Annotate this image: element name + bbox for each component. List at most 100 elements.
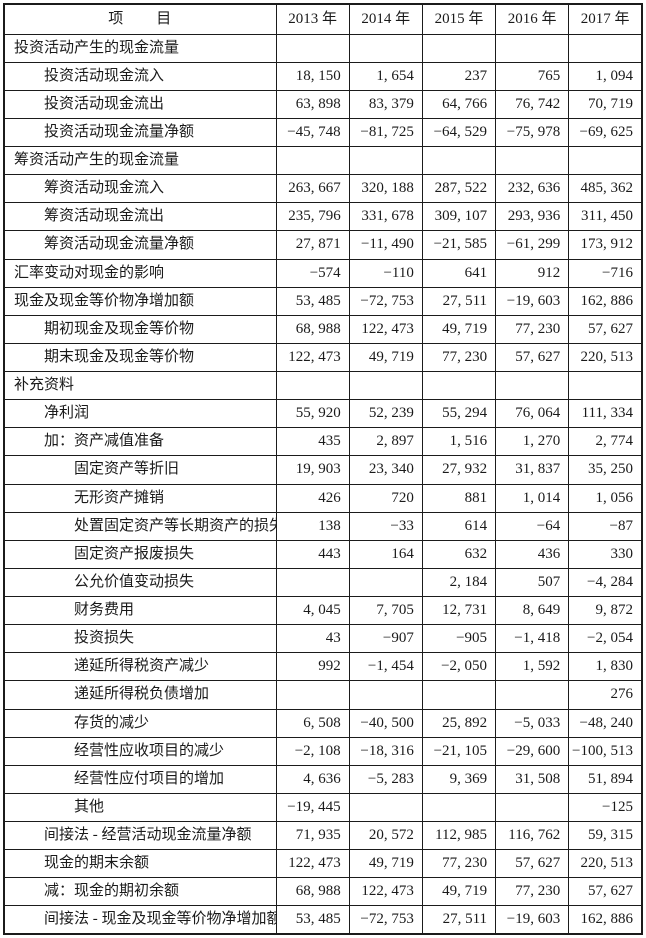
- value-cell-2017: [568, 370, 643, 401]
- value-cell-2016: 57, 627: [495, 342, 570, 373]
- row-label-cell: 期初现金及现金等价物: [3, 314, 277, 344]
- row-label-cell: 加：资产减值准备: [3, 427, 277, 457]
- header-row: 项 目 2013 年 2014 年 2015 年 2016 年 2017 年: [3, 3, 643, 35]
- value-cell-2016: −61, 299: [495, 230, 570, 260]
- table-row: 固定资产等折旧 19, 903 23, 340 27, 932 31, 837 …: [3, 455, 643, 485]
- value-cell-2014: −81, 725: [348, 117, 423, 148]
- value-cell-2015: [421, 145, 497, 176]
- table-body: 投资活动产生的现金流量 投资活动现金流入 18, 150 1, 654 237 …: [3, 33, 643, 935]
- value-cell-2013: 4, 045: [275, 595, 350, 626]
- value-cell-2015: [421, 370, 497, 401]
- row-label-cell: 净利润: [3, 399, 277, 429]
- row-label-cell: 递延所得税资产减少: [3, 652, 277, 682]
- value-cell-2016: [495, 145, 570, 176]
- value-cell-2017: −69, 625: [568, 117, 643, 148]
- value-cell-2013: 18, 150: [275, 61, 350, 91]
- value-cell-2014: 122, 473: [348, 314, 423, 344]
- table-row: 期初现金及现金等价物 68, 988 122, 473 49, 719 77, …: [3, 314, 643, 344]
- value-cell-2013: 27, 871: [275, 230, 350, 260]
- table-row: 固定资产报废损失 443 164 632 436 330: [3, 539, 643, 569]
- table-row: 加：资产减值准备 435 2, 897 1, 516 1, 270 2, 774: [3, 427, 643, 457]
- value-cell-2014: 20, 572: [348, 820, 423, 851]
- value-cell-2014: −72, 753: [348, 286, 423, 316]
- table-row: 递延所得税负债增加 276: [3, 680, 643, 710]
- table-row: 公允价值变动损失 2, 184 507 −4, 284: [3, 567, 643, 598]
- row-label-cell: 间接法 - 经营活动现金流量净额: [3, 820, 277, 851]
- value-cell-2014: −907: [348, 624, 423, 654]
- value-cell-2013: [275, 370, 350, 401]
- table-row: 经营性应付项目的增加 4, 636 −5, 283 9, 369 31, 508…: [3, 764, 643, 794]
- value-cell-2014: −33: [348, 511, 423, 541]
- value-cell-2014: 122, 473: [348, 877, 423, 907]
- value-cell-2016: 76, 064: [495, 399, 570, 429]
- value-cell-2016: 765: [495, 61, 570, 91]
- value-cell-2016: 507: [495, 567, 570, 598]
- row-label-cell: 减：现金的期初余额: [3, 877, 277, 907]
- table-header: 项 目 2013 年 2014 年 2015 年 2016 年 2017 年: [3, 3, 643, 35]
- table-row: 处置固定资产等长期资产的损失 138 −33 614 −64 −87: [3, 511, 643, 541]
- value-cell-2015: 77, 230: [421, 849, 497, 879]
- table-row: 财务费用 4, 045 7, 705 12, 731 8, 649 9, 872: [3, 595, 643, 626]
- value-cell-2013: 71, 935: [275, 820, 350, 851]
- value-cell-2013: 443: [275, 539, 350, 569]
- value-cell-2015: 2, 184: [421, 567, 497, 598]
- table-row: 净利润 55, 920 52, 239 55, 294 76, 064 111,…: [3, 399, 643, 429]
- row-label-cell: 经营性应付项目的增加: [3, 764, 277, 794]
- value-cell-2014: [348, 680, 423, 710]
- table-row: 期末现金及现金等价物 122, 473 49, 719 77, 230 57, …: [3, 342, 643, 373]
- value-cell-2015: 237: [421, 61, 497, 91]
- value-cell-2016: −64: [495, 511, 570, 541]
- value-cell-2016: 1, 270: [495, 427, 570, 457]
- row-label-cell: 财务费用: [3, 595, 277, 626]
- value-cell-2013: −2, 108: [275, 736, 350, 766]
- table-row: 存货的减少 6, 508 −40, 500 25, 892 −5, 033 −4…: [3, 708, 643, 738]
- row-label-cell: 投资活动现金流出: [3, 89, 277, 119]
- value-cell-2013: 426: [275, 483, 350, 513]
- value-cell-2015: −21, 105: [421, 736, 497, 766]
- column-header-2013: 2013 年: [275, 3, 350, 35]
- value-cell-2015: 112, 985: [421, 820, 497, 851]
- value-cell-2015: 25, 892: [421, 708, 497, 738]
- value-cell-2017: −4, 284: [568, 567, 643, 598]
- table-row: 筹资活动现金流量净额 27, 871 −11, 490 −21, 585 −61…: [3, 230, 643, 260]
- value-cell-2015: 27, 511: [421, 905, 497, 935]
- table-row: 现金及现金等价物净增加额 53, 485 −72, 753 27, 511 −1…: [3, 286, 643, 316]
- value-cell-2017: 162, 886: [568, 905, 643, 935]
- table-row: 投资损失 43 −907 −905 −1, 418 −2, 054: [3, 624, 643, 654]
- column-header-2016: 2016 年: [495, 3, 570, 35]
- table-row: 其他 −19, 445 −125: [3, 792, 643, 823]
- value-cell-2016: 31, 837: [495, 455, 570, 485]
- value-cell-2016: −75, 978: [495, 117, 570, 148]
- table-row: 减：现金的期初余额 68, 988 122, 473 49, 719 77, 2…: [3, 877, 643, 907]
- value-cell-2015: 309, 107: [421, 202, 497, 232]
- value-cell-2013: 235, 796: [275, 202, 350, 232]
- cash-flow-table: 项 目 2013 年 2014 年 2015 年 2016 年 2017 年 投…: [3, 3, 643, 935]
- value-cell-2014: [348, 567, 423, 598]
- value-cell-2017: −100, 513: [568, 736, 643, 766]
- value-cell-2017: 51, 894: [568, 764, 643, 794]
- value-cell-2014: [348, 145, 423, 176]
- value-cell-2017: 57, 627: [568, 314, 643, 344]
- value-cell-2014: 83, 379: [348, 89, 423, 119]
- value-cell-2016: 77, 230: [495, 877, 570, 907]
- value-cell-2014: −5, 283: [348, 764, 423, 794]
- value-cell-2013: [275, 33, 350, 63]
- value-cell-2014: 1, 654: [348, 61, 423, 91]
- row-label-cell: 投资活动现金流量净额: [3, 117, 277, 148]
- value-cell-2014: 49, 719: [348, 342, 423, 373]
- table-row: 现金的期末余额 122, 473 49, 719 77, 230 57, 627…: [3, 849, 643, 879]
- value-cell-2016: 76, 742: [495, 89, 570, 119]
- value-cell-2015: 1, 516: [421, 427, 497, 457]
- value-cell-2016: −19, 603: [495, 286, 570, 316]
- value-cell-2014: 331, 678: [348, 202, 423, 232]
- row-label-cell: 存货的减少: [3, 708, 277, 738]
- value-cell-2016: 8, 649: [495, 595, 570, 626]
- value-cell-2017: 276: [568, 680, 643, 710]
- value-cell-2015: 287, 522: [421, 174, 497, 204]
- table-row: 投资活动现金流量净额 −45, 748 −81, 725 −64, 529 −7…: [3, 117, 643, 148]
- value-cell-2013: 122, 473: [275, 342, 350, 373]
- row-label-cell: 期末现金及现金等价物: [3, 342, 277, 373]
- table-row: 汇率变动对现金的影响 −574 −110 641 912 −716: [3, 258, 643, 288]
- row-label-cell: 其他: [3, 792, 277, 823]
- value-cell-2016: 31, 508: [495, 764, 570, 794]
